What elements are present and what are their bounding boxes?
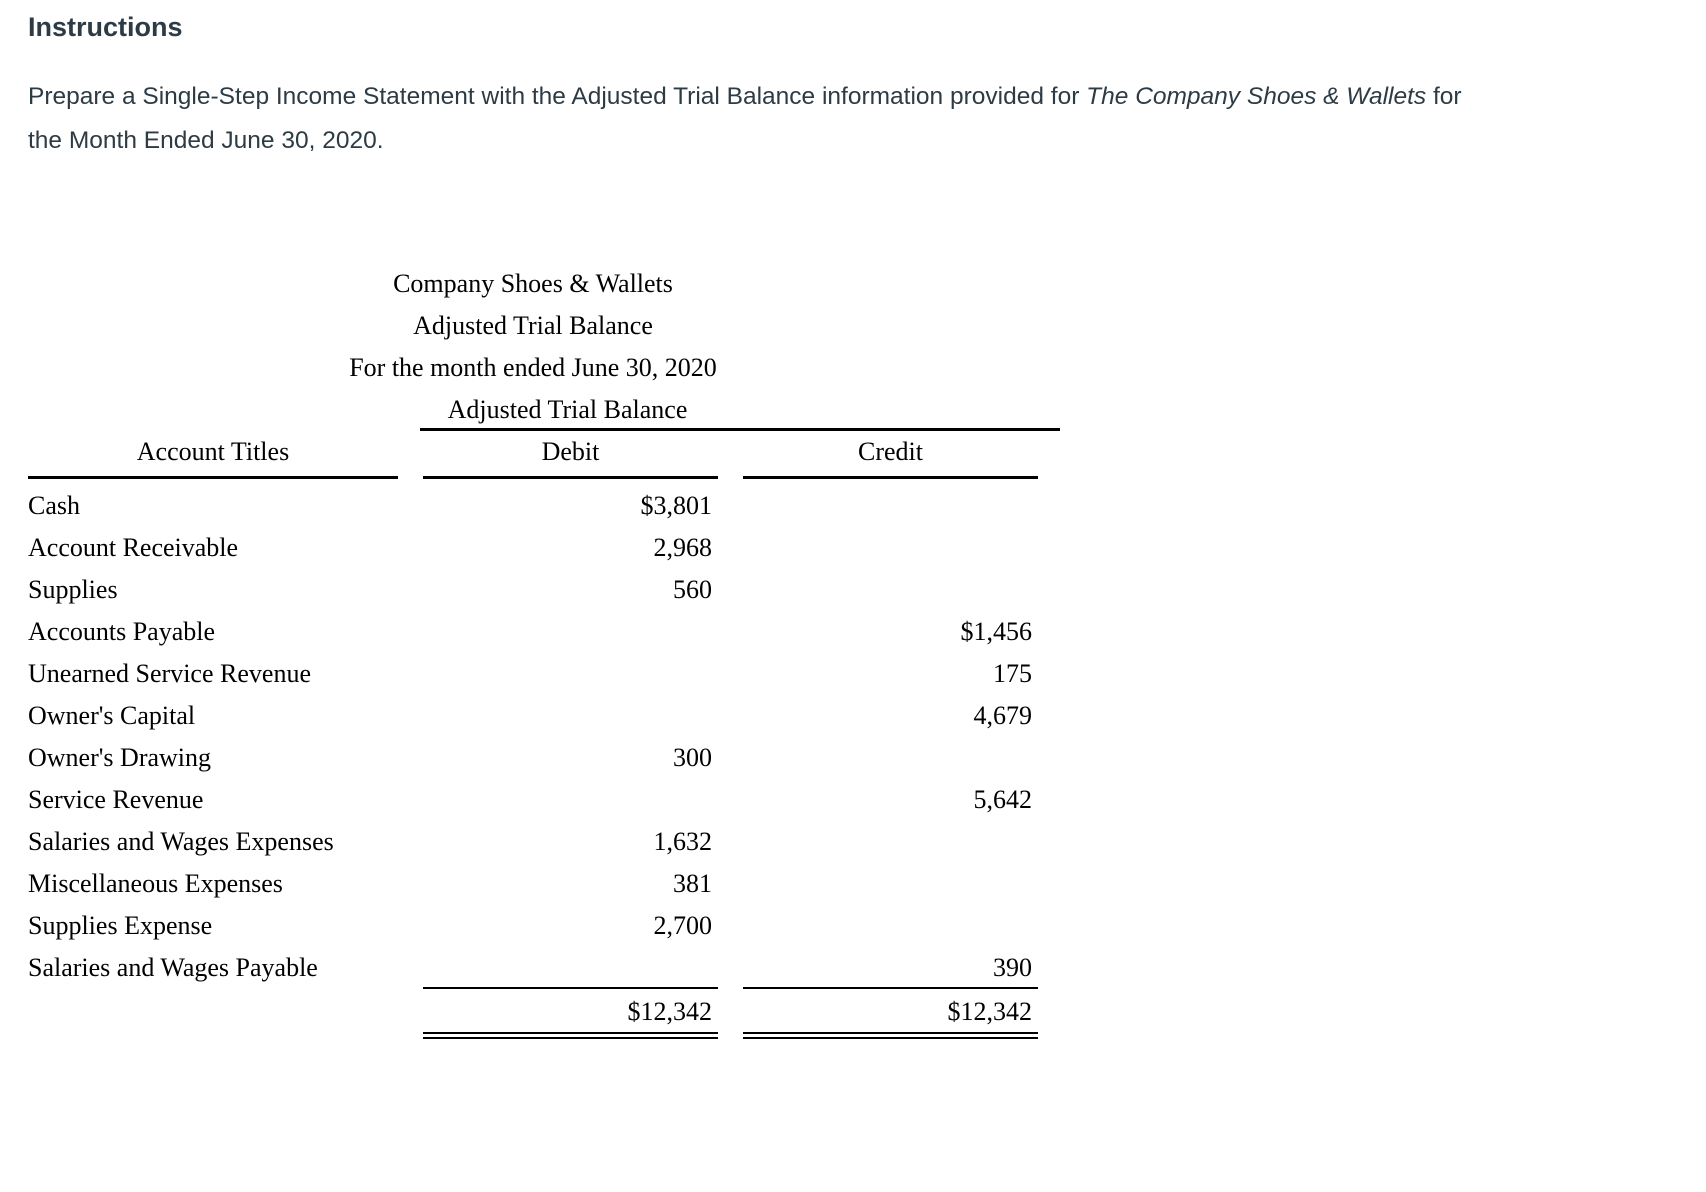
- debit-cell: 560: [673, 575, 712, 604]
- adjusted-trial-balance-table: Company Shoes & Wallets Adjusted Trial B…: [28, 263, 1060, 1039]
- account-title-cell: Account Receivable: [28, 533, 239, 562]
- debit-cell: 1,632: [653, 827, 713, 856]
- table-row: Service Revenue 5,642: [28, 779, 1038, 821]
- account-title-cell: Supplies: [28, 575, 118, 604]
- company-name-emphasis: The Company Shoes & Wallets: [1086, 83, 1427, 110]
- account-title-cell: Accounts Payable: [28, 617, 216, 646]
- total-debit: $12,342: [423, 989, 718, 1039]
- credit-cell: 390: [743, 947, 1038, 989]
- debit-cell: 381: [673, 869, 712, 898]
- credit-cell: [743, 821, 1038, 863]
- group-header-underline: Adjusted Trial Balance: [420, 389, 1060, 431]
- debit-cell: 2,968: [653, 533, 713, 562]
- account-title-cell: Unearned Service Revenue: [28, 659, 311, 688]
- debit-cell: 300: [673, 743, 712, 772]
- debit-cell: 2,700: [653, 911, 713, 940]
- table-row: Accounts Payable $1,456: [28, 611, 1038, 653]
- account-title-cell: Salaries and Wages Payable: [28, 953, 318, 982]
- credit-cell: [743, 485, 1038, 527]
- credit-cell: [743, 569, 1038, 611]
- totals-row: $12,342 $12,342: [28, 989, 1038, 1039]
- account-title-cell: Miscellaneous Expenses: [28, 869, 283, 898]
- credit-cell: 5,642: [973, 785, 1033, 814]
- table-row: Salaries and Wages Expenses 1,632: [28, 821, 1038, 863]
- column-headers-row: Account Titles Debit Credit: [28, 431, 1038, 479]
- totals-spacer-cell: [28, 989, 398, 1039]
- table-row: Owner's Drawing 300: [28, 737, 1038, 779]
- company-name: Company Shoes & Wallets: [393, 269, 673, 298]
- statement-period: For the month ended June 30, 2020: [349, 353, 717, 382]
- instructions-heading: Instructions: [28, 12, 183, 42]
- table-row: Owner's Capital 4,679: [28, 695, 1038, 737]
- account-title-cell: Salaries and Wages Expenses: [28, 827, 334, 856]
- debit-cell: $3,801: [640, 491, 713, 520]
- debit-cell: [423, 653, 718, 695]
- credit-cell: [743, 863, 1038, 905]
- assignment-page: Instructions Prepare a Single-Step Incom…: [28, 12, 1483, 1039]
- paragraph-text: Prepare a Single-Step Income Statement w…: [28, 83, 1087, 110]
- table-row: Cash $3,801: [28, 485, 1038, 527]
- group-header: Adjusted Trial Balance: [447, 395, 688, 424]
- table-row: Account Receivable 2,968: [28, 527, 1038, 569]
- credit-cell: 4,679: [973, 701, 1033, 730]
- total-credit: $12,342: [743, 989, 1038, 1039]
- account-title-cell: Supplies Expense: [28, 911, 213, 940]
- table-row: Supplies 560: [28, 569, 1038, 611]
- account-title-cell: Owner's Capital: [28, 701, 196, 730]
- column-header-debit: Debit: [423, 431, 718, 479]
- debit-cell: [423, 779, 718, 821]
- debit-cell: [423, 611, 718, 653]
- table-row: Supplies Expense 2,700: [28, 905, 1038, 947]
- table-row: Salaries and Wages Payable 390: [28, 947, 1038, 989]
- account-title-cell: Owner's Drawing: [28, 743, 212, 772]
- credit-cell: [743, 905, 1038, 947]
- debit-cell: [423, 695, 718, 737]
- credit-cell: $1,456: [960, 617, 1033, 646]
- trial-balance-rows: Cash $3,801 Account Receivable 2,968 Supplie…: [28, 479, 1038, 989]
- column-header-account-titles: Account Titles: [28, 431, 398, 479]
- table-row: Unearned Service Revenue 175: [28, 653, 1038, 695]
- instructions-paragraph: Prepare a Single-Step Income Statement w…: [28, 75, 1483, 163]
- credit-cell: 175: [993, 659, 1032, 688]
- credit-cell: [743, 527, 1038, 569]
- column-header-credit: Credit: [743, 431, 1038, 479]
- account-title-cell: Service Revenue: [28, 785, 204, 814]
- statement-title: Adjusted Trial Balance: [413, 311, 653, 340]
- debit-cell: [423, 947, 718, 989]
- account-title-cell: Cash: [28, 491, 80, 520]
- paragraph-text: for the Month Ended June 30, 2020.: [28, 83, 1462, 154]
- table-row: Miscellaneous Expenses 381: [28, 863, 1038, 905]
- credit-cell: [743, 737, 1038, 779]
